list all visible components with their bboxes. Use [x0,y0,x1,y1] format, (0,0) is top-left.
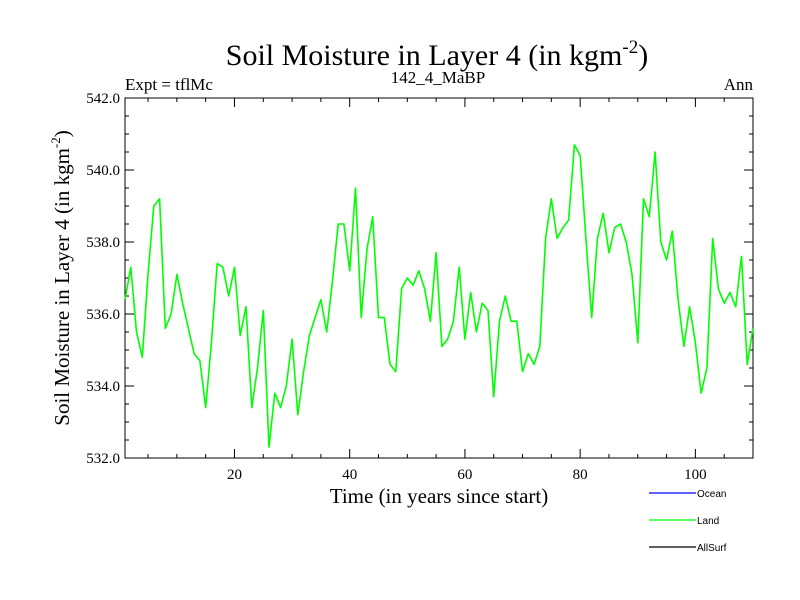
x-tick-label: 40 [342,467,357,483]
y-axis-label-sup: -2 [48,137,63,148]
plot-frame [124,97,754,459]
subtitle-right: Ann [724,75,754,94]
x-tick-label: 100 [684,467,707,483]
chart-title-close: ) [638,39,648,72]
y-tick-label: 542.0 [86,91,120,107]
legend-label-allsurf: AllSurf [697,543,727,554]
y-tick-label: 540.0 [86,163,120,179]
x-axis-ticks: 20 40 60 80 100 [147,98,754,483]
subtitle-center: 142_4_MaBP [391,68,485,87]
y-tick-label: 538.0 [86,235,120,251]
x-axis-label: Time (in years since start) [330,484,549,508]
subtitle-left: Expt = tflMc [125,75,213,94]
chart-title-main: Soil Moisture in Layer 4 (in kgm [226,39,623,72]
series-layer [124,144,754,449]
legend-label-land: Land [697,516,719,527]
y-axis-label-close: ) [50,130,74,137]
legend: Ocean Land AllSurf [649,489,727,554]
series-line-land [124,144,754,449]
y-tick-label: 536.0 [86,307,120,323]
x-tick-label: 80 [573,467,588,483]
legend-label-ocean: Ocean [697,489,726,500]
y-tick-label: 534.0 [86,379,120,395]
y-axis-label: Soil Moisture in Layer 4 (in kgm-2) [48,130,74,425]
y-axis-label-main: Soil Moisture in Layer 4 (in kgm [50,148,74,426]
chart-title-sup: -2 [622,37,638,58]
y-axis-ticks: 532.0 534.0 536.0 538.0 540.0 542.0 [86,91,753,467]
x-tick-label: 20 [227,467,242,483]
chart-title: Soil Moisture in Layer 4 (in kgm-2) [226,37,648,72]
y-tick-label: 532.0 [86,451,120,467]
x-tick-label: 60 [457,467,472,483]
